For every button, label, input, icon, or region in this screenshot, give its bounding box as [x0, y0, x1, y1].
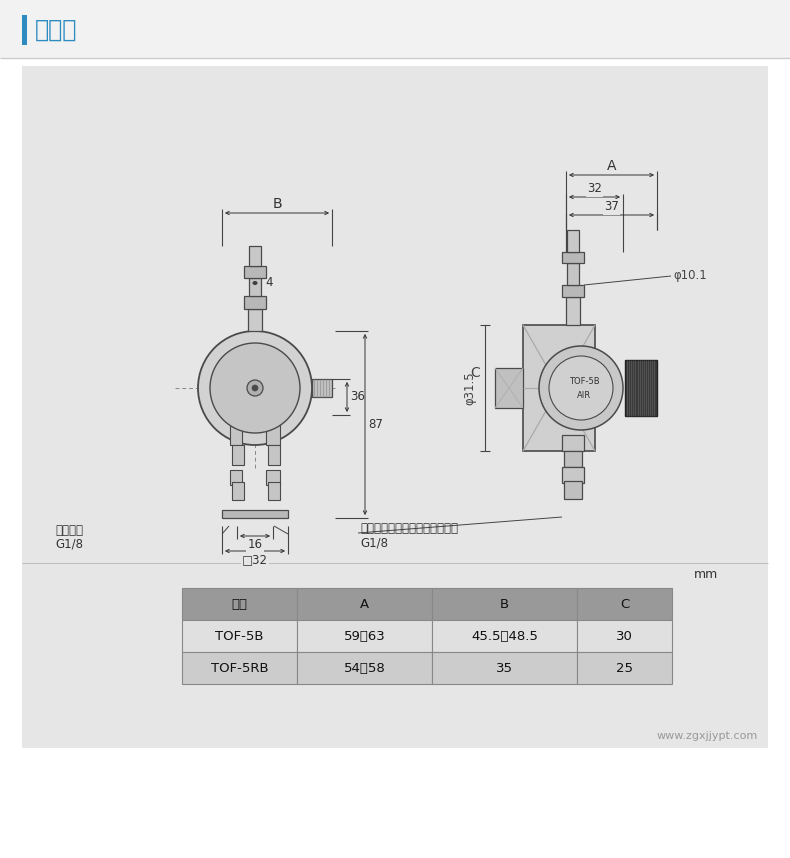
Bar	[248, 309, 262, 331]
Text: G1/8: G1/8	[55, 537, 83, 551]
Bar	[562, 285, 584, 297]
Text: TOF-5B: TOF-5B	[215, 630, 264, 643]
Bar	[249, 246, 261, 266]
Text: mm: mm	[694, 569, 718, 582]
Bar	[297, 652, 432, 684]
Text: B: B	[500, 597, 509, 611]
Circle shape	[247, 380, 263, 396]
Text: 35: 35	[496, 662, 513, 674]
Text: AIR: AIR	[577, 390, 591, 400]
Text: 54～58: 54～58	[344, 662, 386, 674]
Bar	[182, 620, 297, 652]
Bar	[222, 510, 288, 518]
Bar	[266, 425, 280, 445]
Bar	[22, 15, 27, 45]
Bar	[249, 278, 261, 296]
Text: 36: 36	[351, 390, 366, 403]
Text: A: A	[360, 597, 369, 611]
Text: C: C	[620, 597, 629, 611]
Circle shape	[252, 385, 258, 391]
Text: 30: 30	[616, 630, 633, 643]
Text: TOF-5B: TOF-5B	[569, 377, 600, 385]
Text: 87: 87	[369, 418, 383, 431]
Bar	[230, 425, 242, 445]
Bar	[625, 360, 657, 416]
Bar	[244, 266, 266, 278]
Bar	[562, 435, 584, 451]
Bar	[562, 467, 584, 483]
Text: φ31.5: φ31.5	[464, 372, 476, 405]
Bar	[567, 263, 579, 285]
Bar	[432, 652, 577, 684]
Bar	[268, 482, 280, 500]
Bar	[567, 230, 579, 252]
Bar	[266, 470, 280, 485]
Text: 4: 4	[265, 276, 273, 289]
Bar	[577, 620, 672, 652]
Text: C: C	[470, 366, 480, 380]
Bar	[268, 445, 280, 465]
Bar	[577, 588, 672, 620]
Bar	[564, 451, 582, 467]
Text: A: A	[607, 159, 616, 173]
Bar	[523, 325, 595, 451]
Text: 尺寸图: 尺寸图	[35, 18, 77, 42]
Text: 25: 25	[616, 662, 633, 674]
Bar	[495, 368, 523, 408]
Bar	[22, 66, 768, 748]
Bar	[297, 588, 432, 620]
Text: 雾化用空气、柱塞动作空气入口: 雾化用空气、柱塞动作空气入口	[360, 523, 458, 535]
Bar	[230, 470, 242, 485]
Bar	[312, 379, 332, 397]
Bar	[0, 0, 790, 58]
Bar	[432, 620, 577, 652]
Bar	[577, 652, 672, 684]
Text: TOF-5RB: TOF-5RB	[211, 662, 269, 674]
Bar	[566, 297, 580, 325]
Text: □32: □32	[242, 553, 268, 566]
Bar	[432, 588, 577, 620]
Bar	[182, 588, 297, 620]
Bar	[232, 482, 244, 500]
Circle shape	[210, 343, 300, 433]
Bar	[232, 445, 244, 465]
Text: φ10.1: φ10.1	[673, 269, 707, 282]
Text: 型号: 型号	[231, 597, 247, 611]
Text: 液体入口: 液体入口	[55, 523, 83, 536]
Circle shape	[539, 346, 623, 430]
Bar	[182, 652, 297, 684]
Text: 45.5～48.5: 45.5～48.5	[471, 630, 538, 643]
Circle shape	[549, 356, 613, 420]
Text: B: B	[273, 197, 282, 211]
Bar	[297, 620, 432, 652]
Text: 32: 32	[587, 183, 602, 196]
Bar	[562, 252, 584, 263]
Text: G1/8: G1/8	[360, 536, 388, 549]
Bar	[564, 481, 582, 499]
Text: www.zgxjjypt.com: www.zgxjjypt.com	[656, 731, 758, 741]
Text: 59～63: 59～63	[344, 630, 386, 643]
Circle shape	[198, 331, 312, 445]
Text: 37: 37	[604, 201, 619, 214]
Bar	[244, 296, 266, 309]
Text: 16: 16	[247, 539, 262, 552]
